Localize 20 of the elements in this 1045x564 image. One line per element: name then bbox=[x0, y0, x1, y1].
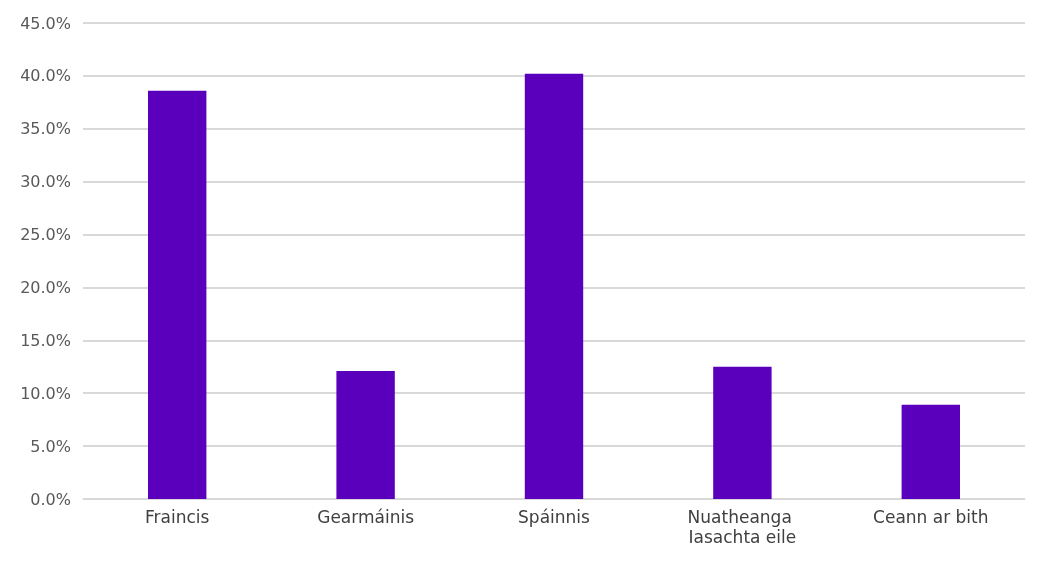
x-tick-label: Fraincis bbox=[145, 507, 210, 527]
y-tick-label: 45.0% bbox=[20, 13, 71, 33]
y-tick-label: 30.0% bbox=[20, 172, 71, 192]
y-tick-label: 10.0% bbox=[20, 383, 71, 403]
x-tick-label: Nuatheanga Iasachta eile bbox=[687, 507, 798, 547]
bar bbox=[336, 371, 395, 499]
x-tick-label: Ceann ar bith bbox=[873, 507, 989, 527]
x-tick-label: Spáinnis bbox=[518, 507, 591, 527]
y-tick-label: 20.0% bbox=[20, 277, 71, 297]
bar bbox=[901, 404, 960, 499]
bar bbox=[524, 73, 584, 499]
y-tick-label: 35.0% bbox=[20, 119, 71, 139]
y-tick-label: 5.0% bbox=[30, 436, 71, 456]
bar bbox=[713, 366, 772, 499]
y-tick-label: 25.0% bbox=[20, 225, 71, 245]
bar bbox=[148, 90, 207, 499]
y-tick-label: 40.0% bbox=[20, 66, 71, 86]
y-tick-label: 0.0% bbox=[30, 489, 71, 509]
x-tick-label: Gearmáinis bbox=[317, 507, 415, 527]
y-tick-label: 15.0% bbox=[20, 330, 71, 350]
